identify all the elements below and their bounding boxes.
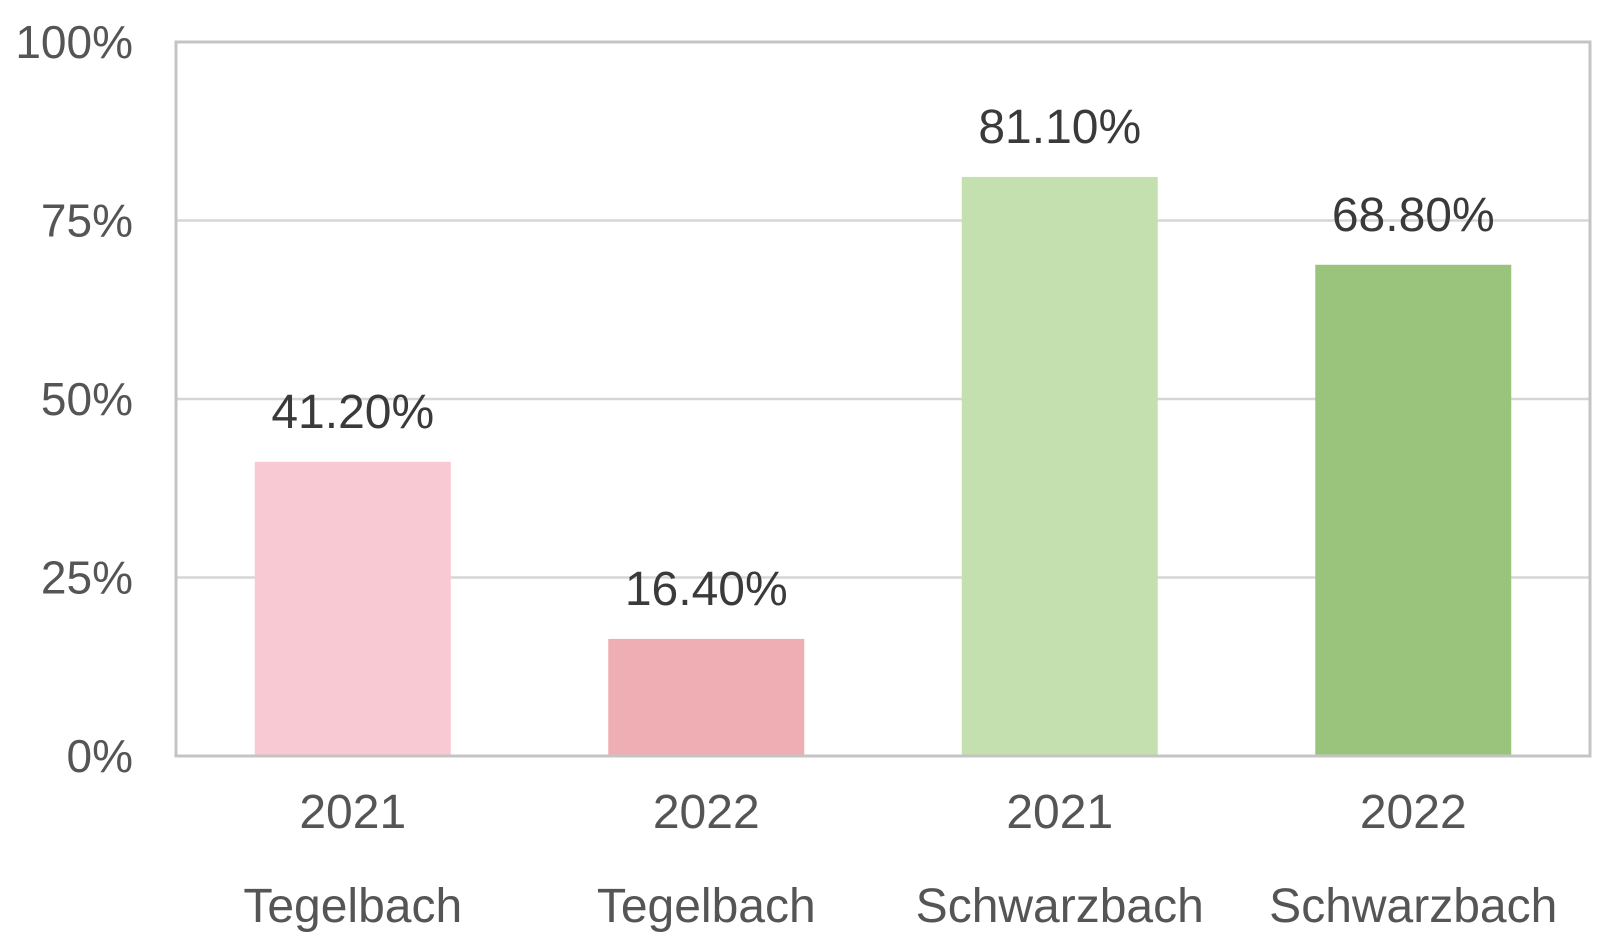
bar-schwarzbach-2021 bbox=[961, 176, 1158, 757]
data-label: 41.20% bbox=[271, 386, 434, 439]
x-category-year: 2022 bbox=[653, 786, 760, 839]
y-tick-label: 50% bbox=[41, 373, 133, 425]
plot-area-border bbox=[174, 40, 1592, 758]
y-tick-label: 0% bbox=[67, 730, 133, 782]
data-label: 81.10% bbox=[978, 101, 1141, 154]
x-category-year: 2021 bbox=[1006, 786, 1113, 839]
x-category-year: 2021 bbox=[299, 786, 406, 839]
bars bbox=[254, 176, 1512, 757]
y-axis-ticks: 0% 25% 50% 75% 100% bbox=[15, 16, 133, 782]
y-tick-label: 100% bbox=[15, 16, 133, 68]
x-category-site: Schwarzbach bbox=[916, 880, 1204, 933]
bar-tegelbach-2022 bbox=[608, 638, 805, 756]
y-tick-label: 75% bbox=[41, 195, 133, 247]
data-label: 68.80% bbox=[1332, 189, 1495, 242]
bar-tegelbach-2021 bbox=[254, 461, 451, 756]
x-axis-categories: 2021 Tegelbach 2022 Tegelbach 2021 Schwarzbac… bbox=[243, 786, 1557, 933]
bar-schwarzbach-2022 bbox=[1315, 264, 1512, 756]
data-label: 16.40% bbox=[625, 563, 788, 616]
y-tick-label: 25% bbox=[41, 552, 133, 604]
x-category-site: Tegelbach bbox=[243, 880, 462, 933]
x-category-site: Schwarzbach bbox=[1269, 880, 1557, 933]
x-category-year: 2022 bbox=[1360, 786, 1467, 839]
data-labels: 41.20% 16.40% 81.10% 68.80% bbox=[271, 101, 1494, 616]
x-category-site: Tegelbach bbox=[597, 880, 816, 933]
